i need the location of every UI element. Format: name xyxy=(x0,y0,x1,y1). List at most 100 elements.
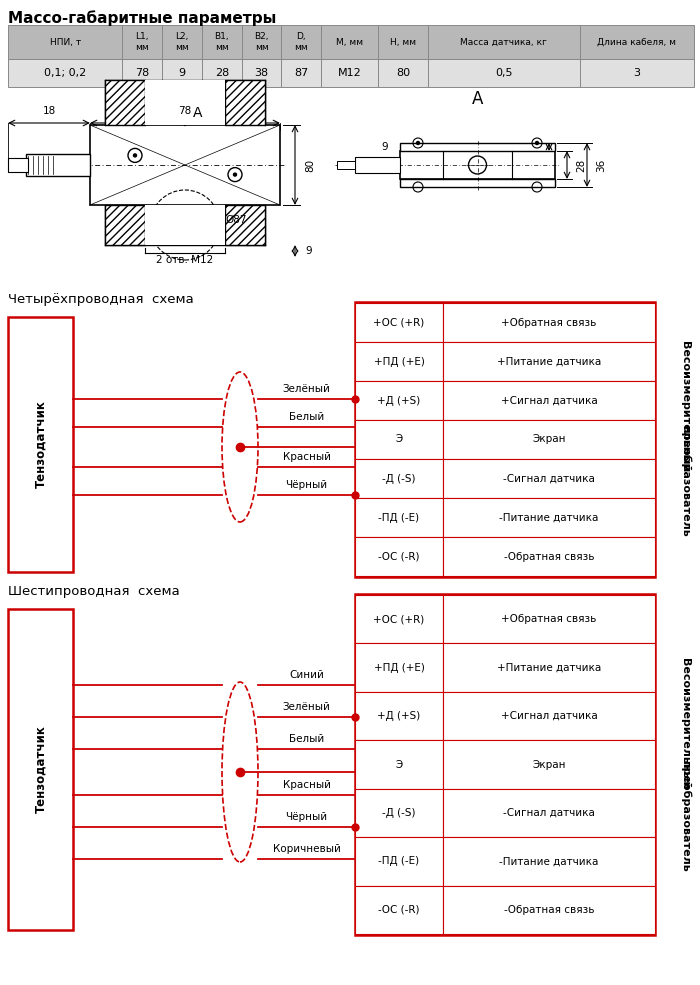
Bar xyxy=(355,594,655,935)
Bar xyxy=(8,158,28,172)
Text: М12: М12 xyxy=(338,68,362,78)
Text: -Обратная связь: -Обратная связь xyxy=(504,905,594,915)
Text: -ОС (-R): -ОС (-R) xyxy=(378,552,420,561)
Text: 9: 9 xyxy=(178,68,186,78)
Text: L1,
мм: L1, мм xyxy=(135,33,149,51)
Text: Четырёхпроводная  схема: Четырёхпроводная схема xyxy=(8,293,194,306)
Text: 2 отв. М12: 2 отв. М12 xyxy=(156,255,214,265)
Bar xyxy=(580,59,694,87)
Text: Синий: Синий xyxy=(289,670,324,680)
Bar xyxy=(355,741,443,789)
Text: Чёрный: Чёрный xyxy=(286,480,328,490)
Bar xyxy=(355,691,443,741)
Bar xyxy=(355,303,443,342)
Text: 28: 28 xyxy=(215,68,229,78)
Bar xyxy=(8,59,122,87)
Text: -Обратная связь: -Обратная связь xyxy=(504,552,594,561)
Text: 38: 38 xyxy=(255,68,269,78)
Text: Весоизмерительный: Весоизмерительный xyxy=(680,341,690,472)
Bar xyxy=(355,595,443,643)
Text: +Д (+S): +Д (+S) xyxy=(377,396,421,406)
Bar xyxy=(202,25,242,59)
Text: Весоизмерительный: Весоизмерительный xyxy=(680,658,690,789)
Bar xyxy=(145,80,225,125)
Bar xyxy=(355,643,443,691)
Ellipse shape xyxy=(222,682,258,862)
Text: преобразователь: преобразователь xyxy=(680,425,690,537)
Text: Э: Э xyxy=(395,434,402,444)
Text: НПИ, т: НПИ, т xyxy=(50,37,80,46)
Bar xyxy=(8,317,73,572)
Bar xyxy=(321,25,378,59)
Bar xyxy=(122,59,162,87)
Circle shape xyxy=(134,154,136,157)
Bar xyxy=(162,25,202,59)
Text: Белый: Белый xyxy=(289,734,324,744)
Bar xyxy=(355,837,443,886)
Text: -Сигнал датчика: -Сигнал датчика xyxy=(503,474,595,484)
Bar xyxy=(26,154,90,176)
Text: +Питание датчика: +Питание датчика xyxy=(497,357,601,366)
Bar xyxy=(443,741,655,789)
Bar xyxy=(443,691,655,741)
Text: 3: 3 xyxy=(634,68,640,78)
Text: Э: Э xyxy=(395,759,402,769)
Text: 9: 9 xyxy=(305,246,312,256)
Text: Массо-габаритные параметры: Массо-габаритные параметры xyxy=(8,10,276,26)
Bar xyxy=(105,205,145,245)
Text: +ОС (+R): +ОС (+R) xyxy=(373,615,425,624)
Bar xyxy=(321,59,378,87)
Bar xyxy=(428,59,580,87)
Text: +ПД (+Е): +ПД (+Е) xyxy=(374,357,424,366)
Bar xyxy=(162,59,202,87)
Bar xyxy=(225,205,265,245)
Bar xyxy=(443,789,655,837)
Bar xyxy=(428,25,580,59)
Bar xyxy=(355,157,400,173)
Text: Шестипроводная  схема: Шестипроводная схема xyxy=(8,585,180,598)
Text: +Д (+S): +Д (+S) xyxy=(377,711,421,721)
Text: Тензодатчик: Тензодатчик xyxy=(34,401,47,489)
Text: Экран: Экран xyxy=(532,759,566,769)
Bar xyxy=(8,609,73,930)
Text: +Обратная связь: +Обратная связь xyxy=(501,615,596,624)
Text: -Сигнал датчика: -Сигнал датчика xyxy=(503,808,595,818)
Text: М, мм: М, мм xyxy=(336,37,363,46)
Bar xyxy=(443,381,655,420)
Text: В1,
мм: В1, мм xyxy=(214,33,229,51)
Bar xyxy=(400,179,555,187)
Text: 80: 80 xyxy=(396,68,410,78)
Bar xyxy=(281,59,321,87)
Text: 36: 36 xyxy=(596,159,606,171)
Bar xyxy=(443,643,655,691)
Bar xyxy=(443,459,655,498)
Text: Зелёный: Зелёный xyxy=(283,702,330,712)
Bar xyxy=(443,886,655,934)
Text: -ПД (-Е): -ПД (-Е) xyxy=(379,856,419,867)
Text: A: A xyxy=(472,90,483,108)
Text: +ПД (+Е): +ПД (+Е) xyxy=(374,663,424,673)
Bar xyxy=(443,537,655,576)
Text: В2,
мм: В2, мм xyxy=(254,33,269,51)
Bar xyxy=(355,789,443,837)
Bar xyxy=(337,161,355,169)
Bar xyxy=(8,25,122,59)
Text: A: A xyxy=(193,106,202,120)
Text: -Питание датчика: -Питание датчика xyxy=(499,512,598,522)
Text: Экран: Экран xyxy=(532,434,566,444)
Bar xyxy=(355,381,443,420)
Bar xyxy=(378,25,428,59)
Bar xyxy=(443,342,655,381)
Text: Чёрный: Чёрный xyxy=(286,812,328,822)
Bar xyxy=(122,25,162,59)
Bar xyxy=(281,25,321,59)
Text: +Сигнал датчика: +Сигнал датчика xyxy=(500,396,597,406)
Text: 0,5: 0,5 xyxy=(495,68,512,78)
Bar xyxy=(355,459,443,498)
Text: Зелёный: Зелёный xyxy=(283,384,330,394)
Text: Коричневый: Коричневый xyxy=(272,844,340,854)
Text: 78: 78 xyxy=(135,68,149,78)
Bar xyxy=(378,59,428,87)
Bar xyxy=(355,420,443,459)
Bar xyxy=(355,342,443,381)
